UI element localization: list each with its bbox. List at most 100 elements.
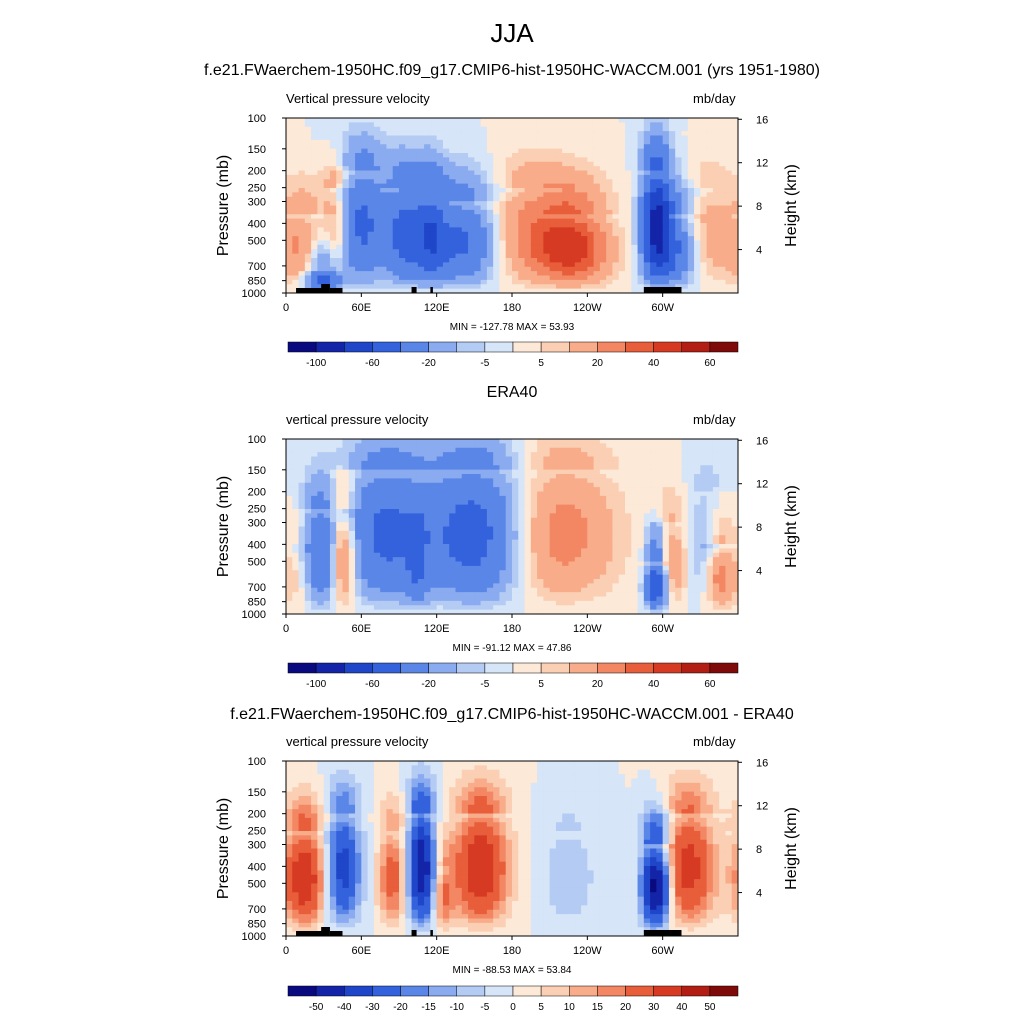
heatmap-cell <box>612 183 620 189</box>
heatmap-cell <box>355 188 362 193</box>
heatmap-cell <box>317 118 325 123</box>
heatmap-cell <box>367 478 375 484</box>
heatmap-cell <box>373 509 381 514</box>
heatmap-cell <box>656 183 664 189</box>
heatmap-cell <box>574 570 582 576</box>
heatmap-cell <box>461 548 469 554</box>
heatmap-cell <box>298 122 306 128</box>
heatmap-cell <box>355 223 362 228</box>
heatmap-cell <box>543 482 551 488</box>
heatmap-cell <box>706 205 714 211</box>
heatmap-cell <box>593 223 601 228</box>
heatmap-cell <box>474 266 482 272</box>
heatmap-cell <box>643 275 651 281</box>
heatmap-cell <box>606 157 613 163</box>
heatmap-cell <box>298 183 306 189</box>
heatmap-cell <box>568 535 576 541</box>
heatmap-cell <box>593 139 601 145</box>
heatmap-cell <box>593 244 601 250</box>
heatmap-cell <box>392 279 400 285</box>
heatmap-cell <box>442 482 450 488</box>
heatmap-cell <box>524 500 532 506</box>
heatmap-cell <box>694 279 701 285</box>
heatmap-cell <box>512 482 519 488</box>
heatmap-cell <box>461 244 469 250</box>
heatmap-cell <box>380 491 387 497</box>
heatmap-cell <box>581 209 588 215</box>
heatmap-cell <box>512 118 519 123</box>
heatmap-cell <box>286 139 293 145</box>
heatmap-cell <box>662 249 670 255</box>
heatmap-cell <box>486 218 494 224</box>
heatmap-cell <box>323 170 331 176</box>
heatmap-cell <box>386 153 394 158</box>
heatmap-cell <box>405 240 412 246</box>
heatmap-cell <box>348 500 356 506</box>
heatmap-cell <box>323 231 331 237</box>
heatmap-cell <box>436 600 444 606</box>
heatmap-cell <box>292 135 299 141</box>
heatmap-cell <box>587 504 595 510</box>
heatmap-cell <box>373 548 381 554</box>
heatmap-cell <box>719 161 726 167</box>
heatmap-cell <box>568 249 576 255</box>
heatmap-cell <box>367 174 375 180</box>
heatmap-cell <box>442 223 450 228</box>
heatmap-cell <box>367 122 375 128</box>
heatmap-cell <box>643 166 651 171</box>
heatmap-cell <box>348 509 356 514</box>
heatmap-cell <box>574 244 582 250</box>
heatmap-cell <box>292 583 299 589</box>
heatmap-cell <box>292 495 299 501</box>
heatmap-cell <box>505 557 513 562</box>
heatmap-cell <box>323 157 331 163</box>
heatmap-cell <box>543 118 551 123</box>
heatmap-cell <box>336 139 343 145</box>
heatmap-cell <box>286 504 293 510</box>
heatmap-cell <box>286 183 293 189</box>
heatmap-cell <box>530 157 538 163</box>
heatmap-cell <box>468 192 475 198</box>
heatmap-cell <box>298 218 306 224</box>
heatmap-cell <box>474 179 482 185</box>
heatmap-cell <box>656 227 664 233</box>
heatmap-cell <box>668 236 676 241</box>
heatmap-cell <box>380 192 387 198</box>
heatmap-cell <box>675 240 682 246</box>
heatmap-cell <box>449 517 456 523</box>
heatmap-cell <box>524 161 532 167</box>
heatmap-cell <box>348 443 356 449</box>
heatmap-cell <box>612 144 620 150</box>
heatmap-cell <box>348 253 356 259</box>
heatmap-cell <box>355 544 362 549</box>
heatmap-cell <box>631 223 638 228</box>
heatmap-cell <box>574 535 582 541</box>
heatmap-cell <box>430 236 438 241</box>
heatmap-cell <box>486 231 494 237</box>
heatmap-cell <box>574 478 582 484</box>
heatmap-cell <box>417 223 425 228</box>
heatmap-cell <box>555 548 563 554</box>
heatmap-cell <box>411 236 419 241</box>
heatmap-cell <box>675 271 682 276</box>
heatmap-cell <box>543 443 551 449</box>
heatmap-cell <box>587 192 595 198</box>
heatmap-cell <box>329 170 337 176</box>
heatmap-cell <box>643 161 651 167</box>
heatmap-cell <box>442 609 450 615</box>
heatmap-cell <box>555 583 563 589</box>
heatmap-cell <box>380 447 387 453</box>
heatmap-cell <box>668 122 676 128</box>
heatmap-cell <box>499 161 507 167</box>
heatmap-cell <box>537 570 544 576</box>
heatmap-cell <box>518 192 525 198</box>
heatmap-cell <box>411 579 419 584</box>
heatmap-cell <box>461 258 469 263</box>
heatmap-cell <box>631 122 638 128</box>
heatmap-cell <box>612 236 620 241</box>
heatmap-cell <box>424 482 431 488</box>
heatmap-cell <box>725 135 733 141</box>
heatmap-cell <box>668 170 676 176</box>
heatmap-cell <box>355 469 362 475</box>
heatmap-cell <box>373 535 381 541</box>
